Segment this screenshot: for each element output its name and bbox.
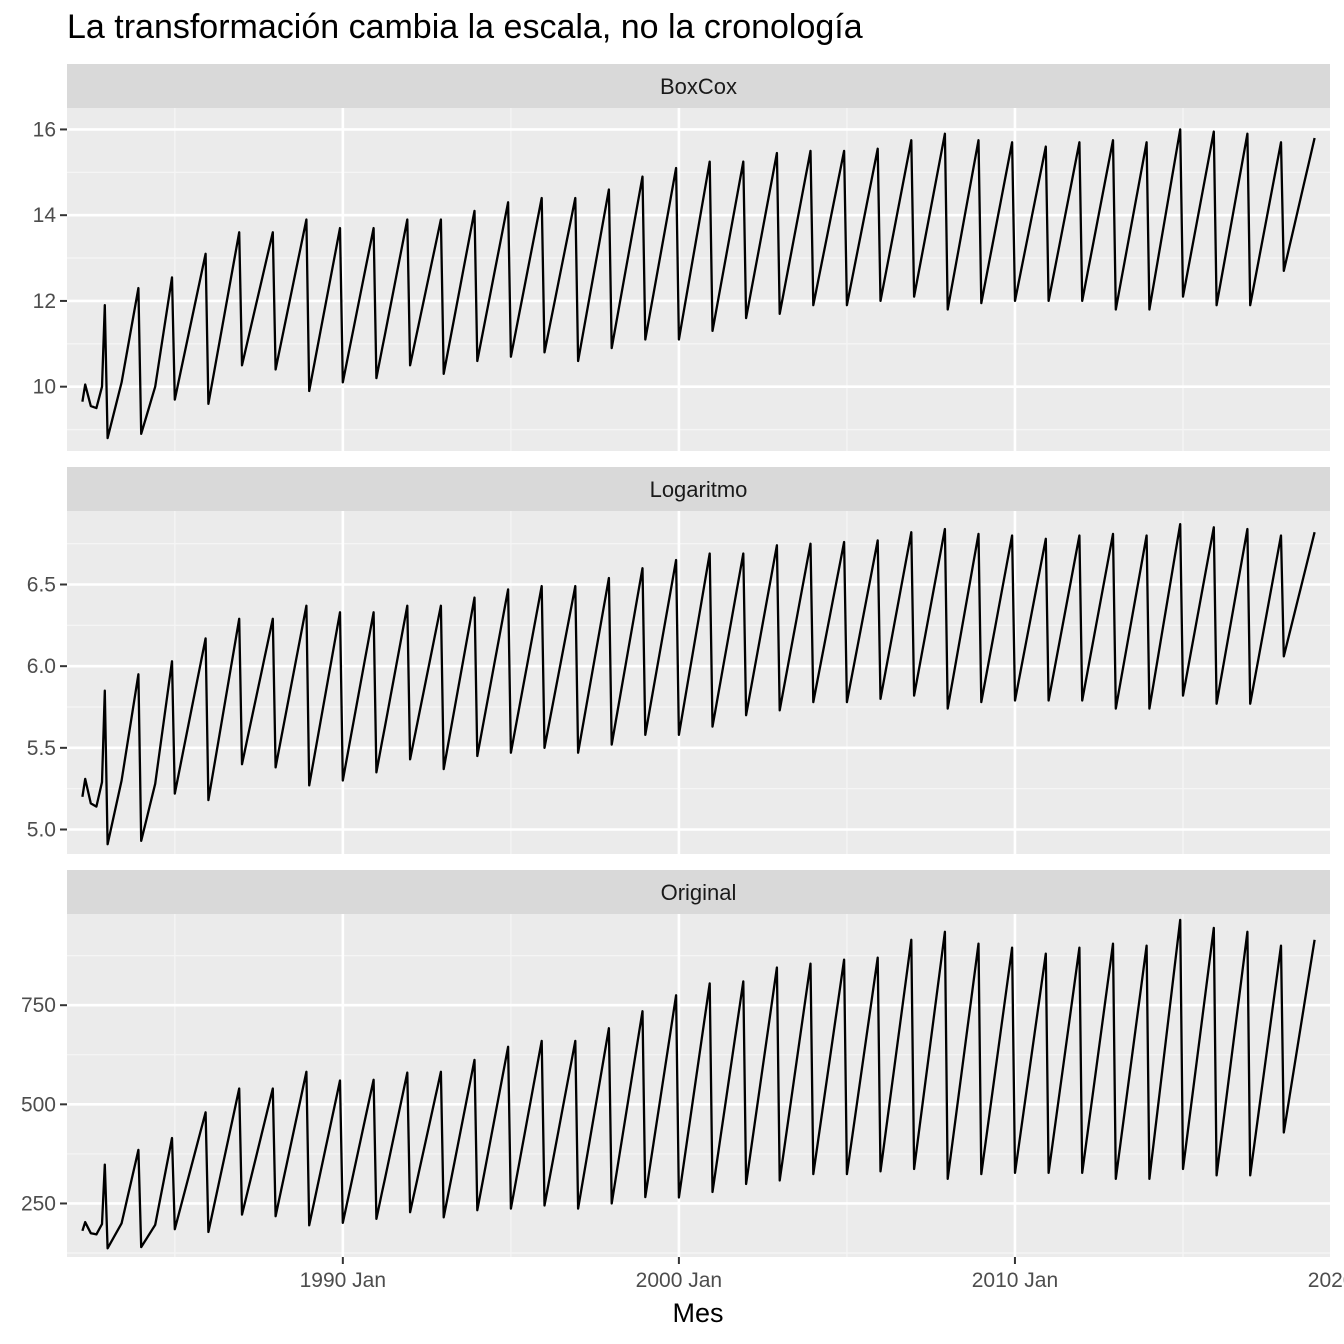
- x-tick-label: 1990 Jan: [300, 1269, 386, 1292]
- facet-strip: [67, 870, 1330, 914]
- panel-logaritmo: Logaritmo 5.0 5.5 6.0 6.5: [27, 467, 1330, 854]
- y-tick-label: 16: [33, 118, 56, 141]
- series-line: [81, 522, 1316, 846]
- y-tick-label: 14: [33, 204, 57, 227]
- x-tick-label: 2010 Jan: [972, 1269, 1058, 1292]
- facet-strip: [67, 467, 1330, 511]
- panel-background: [67, 108, 1330, 451]
- x-tick-label: 2000 Jan: [636, 1269, 722, 1292]
- y-tick-label: 10: [33, 376, 56, 399]
- series-line: [81, 128, 1316, 440]
- x-tick-label: 2020 Jan: [1308, 1269, 1344, 1292]
- facet-panels: BoxCox 10 12 14 16 Logaritmo 5.0 5.5 6.0 6.5 Origi…: [21, 64, 1330, 1257]
- x-axis-label: Mes: [672, 1298, 723, 1328]
- y-tick-label: 12: [33, 290, 56, 313]
- panel-background: [67, 914, 1330, 1257]
- y-tick-label: 6.0: [27, 655, 56, 678]
- series-line: [81, 918, 1316, 1250]
- y-tick-label: 250: [21, 1192, 56, 1215]
- facet-strip-label: Logaritmo: [650, 477, 748, 502]
- y-tick-label: 5.0: [27, 819, 56, 842]
- y-tick-label: 6.5: [27, 574, 56, 597]
- panel-background: [67, 511, 1330, 854]
- y-tick-label: 750: [21, 994, 56, 1017]
- panel-boxcox: BoxCox 10 12 14 16: [33, 64, 1330, 451]
- panel-original: Original 250 500 750: [21, 870, 1330, 1257]
- facet-strip-label: Original: [661, 880, 737, 905]
- x-axis: 1990 Jan 2000 Jan 2010 Jan 2020 Jan: [300, 1257, 1344, 1292]
- facet-strip-label: BoxCox: [660, 74, 737, 99]
- chart-title: La transformación cambia la escala, no l…: [67, 8, 863, 46]
- y-tick-label: 500: [21, 1093, 56, 1116]
- facet-strip: [67, 64, 1330, 108]
- y-tick-label: 5.5: [27, 737, 56, 760]
